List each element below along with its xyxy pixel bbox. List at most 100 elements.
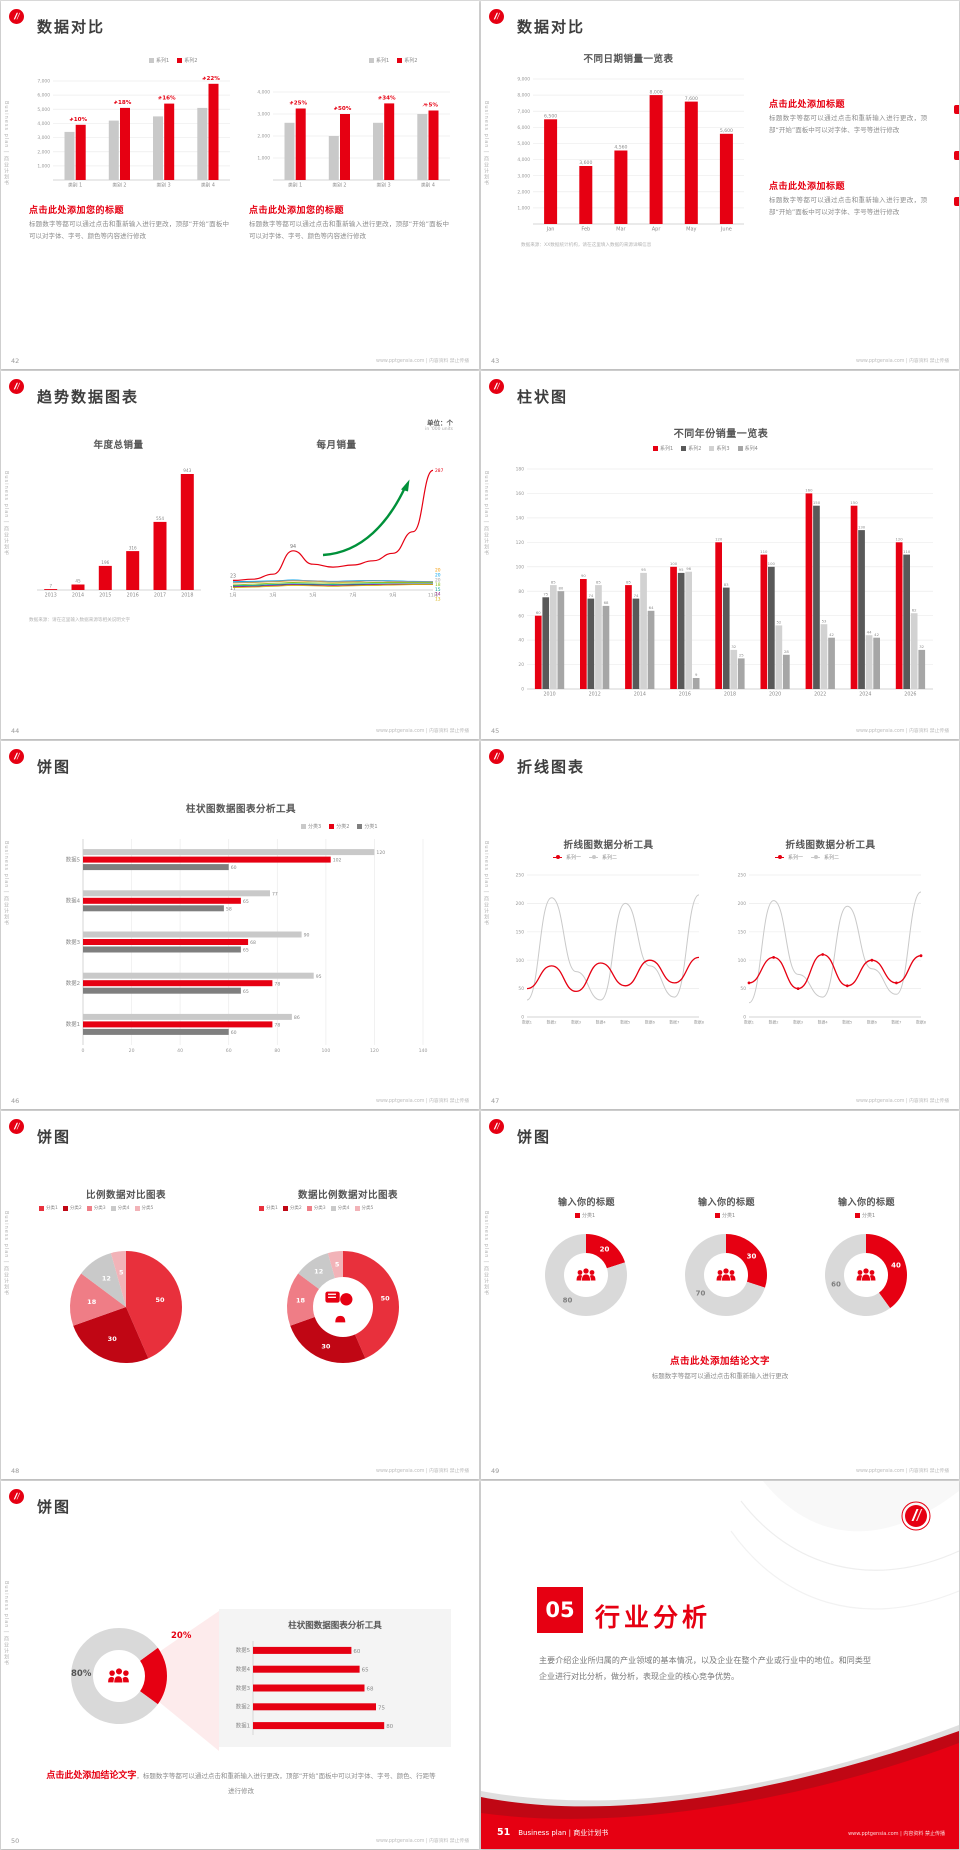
svg-text:2022: 2022 <box>814 692 826 698</box>
ratio-donut-chart <box>59 1616 179 1740</box>
slide-48-pie-charts[interactable]: Business plan | 商业计划书 饼图 比例数据对比图表 分类1 分类… <box>1 1111 479 1479</box>
page-number: 49 <box>491 1467 500 1475</box>
slide-49-donut-charts[interactable]: Business plan | 商业计划书 饼图 输入你的标题 分类1 20 80… <box>481 1111 959 1479</box>
chart-title: 不同年份销量一览表 <box>673 429 769 440</box>
svg-text:32: 32 <box>731 644 736 649</box>
svg-text:2,000: 2,000 <box>37 149 50 155</box>
unit-label: 单位：个 <box>427 419 453 427</box>
legend-label: 分类2 <box>336 824 350 830</box>
svg-text:数据5: 数据5 <box>66 855 80 863</box>
svg-text:类别 2: 类别 2 <box>112 182 126 189</box>
side-vertical-text: Business plan | 商业计划书 <box>3 471 9 557</box>
unit-label-en: in '000 units <box>425 427 453 432</box>
svg-text:9,000: 9,000 <box>517 77 530 83</box>
legend-label: 分类1 <box>46 1206 58 1211</box>
footer-url: www.pptgensia.com | 内容资料 禁止传播 <box>376 1469 469 1474</box>
svg-text:+18%: +18% <box>113 100 131 106</box>
svg-text:100: 100 <box>516 958 525 964</box>
svg-text:3,600: 3,600 <box>579 160 592 166</box>
svg-text:90: 90 <box>304 933 310 939</box>
svg-text:75: 75 <box>543 592 548 597</box>
page-title: 饼图 <box>37 758 72 776</box>
svg-text:130: 130 <box>858 524 866 529</box>
svg-text:+22%: +22% <box>202 76 220 82</box>
series2-swatch <box>681 446 687 451</box>
svg-text:40: 40 <box>891 1261 901 1269</box>
section-title: 行业分析 <box>595 1603 712 1632</box>
cat3-swatch <box>306 1205 312 1211</box>
yearly-grouped-bar-chart: 0 20 40 60 80 100 120 140 160 180 60 75 85 80 2010 90 74… <box>507 457 937 706</box>
svg-text:数据1: 数据1 <box>744 1020 755 1025</box>
chart-title: 柱状图数据图表分析工具 <box>185 804 296 815</box>
svg-text:2024: 2024 <box>859 692 871 698</box>
side-vertical-text: Business plan | 商业计划书 <box>3 101 9 187</box>
svg-text:↗: ↗ <box>113 100 117 106</box>
slide-50-donut-and-bars[interactable]: Business plan | 商业计划书 饼图 80% 20% 柱状图数据图表… <box>1 1481 479 1849</box>
svg-text:150: 150 <box>813 500 821 505</box>
svg-text:5月: 5月 <box>309 593 316 599</box>
page-title: 饼图 <box>517 1128 552 1146</box>
svg-text:2016: 2016 <box>127 593 139 599</box>
page-number: 50 <box>11 1837 20 1845</box>
side-vertical-text: Business plan | 商业计划书 <box>483 1211 489 1297</box>
slide-47-line-charts[interactable]: Business plan | 商业计划书 折线图表 折线图数据分析工具 系列一… <box>481 741 959 1109</box>
chart-title-right: 每月销量 <box>316 440 357 451</box>
block-body: 标题数字等都可以通过点击和重新输入进行更改，顶部“开始”面板中可以对字体、字号、… <box>29 220 229 240</box>
series2-swatch <box>397 58 403 63</box>
conclusion-paragraph: 点击此处添加结论文字，标题数字等都可以通过点击和重新输入进行更改，顶部“开始”面… <box>46 1768 436 1797</box>
slide-46-hbar-chart[interactable]: Business plan | 商业计划书 饼图 柱状图数据图表分析工具 分类3… <box>1 741 479 1109</box>
line-chart-left: 0 50 100 150 200 250 数据1 数据2 数据3 数据4 数据5 数据6 数据7 数据8 <box>509 865 709 1039</box>
legend-label: 系列一 <box>566 855 582 861</box>
cat2-swatch <box>62 1205 68 1211</box>
chart-legend: 分类1 <box>855 1212 875 1219</box>
svg-text:12: 12 <box>314 1268 323 1276</box>
cat1-swatch <box>259 1205 264 1211</box>
svg-text:↗: ↗ <box>158 96 162 102</box>
svg-text:75: 75 <box>378 1705 385 1711</box>
slide-44-trend-charts[interactable]: Business plan | 商业计划书 趋势数据图表 单位：个 in '00… <box>1 371 479 739</box>
cat5-swatch <box>134 1205 140 1211</box>
svg-text:2,000: 2,000 <box>517 189 530 195</box>
svg-text:8,000: 8,000 <box>517 93 530 99</box>
footer-url: www.pptgensia.com | 内容资料 禁止传播 <box>856 1469 949 1474</box>
svg-text:100: 100 <box>670 561 678 566</box>
svg-text:18: 18 <box>296 1297 306 1305</box>
svg-text:2017: 2017 <box>154 593 166 599</box>
slide-45-column-chart[interactable]: Business plan | 商业计划书 柱状图 不同年份销量一览表 系列1 … <box>481 371 959 739</box>
svg-text:类别 4: 类别 4 <box>201 182 215 189</box>
svg-text:60: 60 <box>353 1649 360 1655</box>
legend-label: 分类2 <box>69 1206 82 1211</box>
slide-43-data-comparison[interactable]: Business plan | 商业计划书 数据对比 不同日期销量一览表 1,0… <box>481 1 959 369</box>
svg-text:100: 100 <box>768 561 776 566</box>
side-vertical-text: Business plan | 商业计划书 <box>3 1211 9 1297</box>
horizontal-bar-chart: 0 20 40 60 80 100 120 140 120 102 60 数据5 77 65 58 数据4 90… <box>49 833 439 1065</box>
footer-url: www.pptgensia.com | 内容资料 禁止传播 <box>856 359 949 364</box>
gray-percent-label: 80% <box>71 1669 92 1679</box>
block-title: 点击此处添加您的标题 <box>29 206 125 216</box>
svg-text:64: 64 <box>649 605 654 610</box>
svg-text:42: 42 <box>874 632 879 637</box>
donut1-title: 输入你的标题 <box>557 1198 615 1208</box>
svg-text:95: 95 <box>679 567 684 572</box>
conclusion-title: 点击此处添加结论文字 <box>46 1771 137 1781</box>
svg-text:3月: 3月 <box>269 593 276 599</box>
svg-text:3,000: 3,000 <box>517 173 530 179</box>
panel-title: 柱状图数据图表分析工具 <box>288 1621 382 1631</box>
svg-text:70: 70 <box>696 1290 706 1298</box>
monthly-sales-line-chart: 1月 3月 5月 7月 9月 11月 287 20 20 20 18 15 14 13 23 17 94 <box>223 451 451 607</box>
footer-url: www.pptgensia.com | 内容资料 禁止传播 <box>848 1831 945 1837</box>
svg-text:20: 20 <box>435 573 441 579</box>
svg-text:90: 90 <box>581 573 586 578</box>
svg-text:102: 102 <box>333 858 342 864</box>
svg-text:7月: 7月 <box>349 593 356 599</box>
brand-logo-icon <box>9 9 24 24</box>
svg-text:2018: 2018 <box>724 692 736 698</box>
page-title: 趋势数据图表 <box>37 388 140 406</box>
svg-text:2013: 2013 <box>45 593 57 599</box>
svg-text:6,500: 6,500 <box>544 114 557 120</box>
svg-text:554: 554 <box>156 516 164 521</box>
slide-42-data-comparison[interactable]: Business plan | 商业计划书 数据对比 系列1 系列2 1,000… <box>1 1 479 369</box>
slide-51-section-divider[interactable]: 05 行业分析 主要介绍企业所归属的产业领域的基本情况，以及企业在整个产业或行业… <box>481 1481 959 1849</box>
svg-text:53: 53 <box>822 618 827 623</box>
svg-text:44: 44 <box>867 629 872 634</box>
